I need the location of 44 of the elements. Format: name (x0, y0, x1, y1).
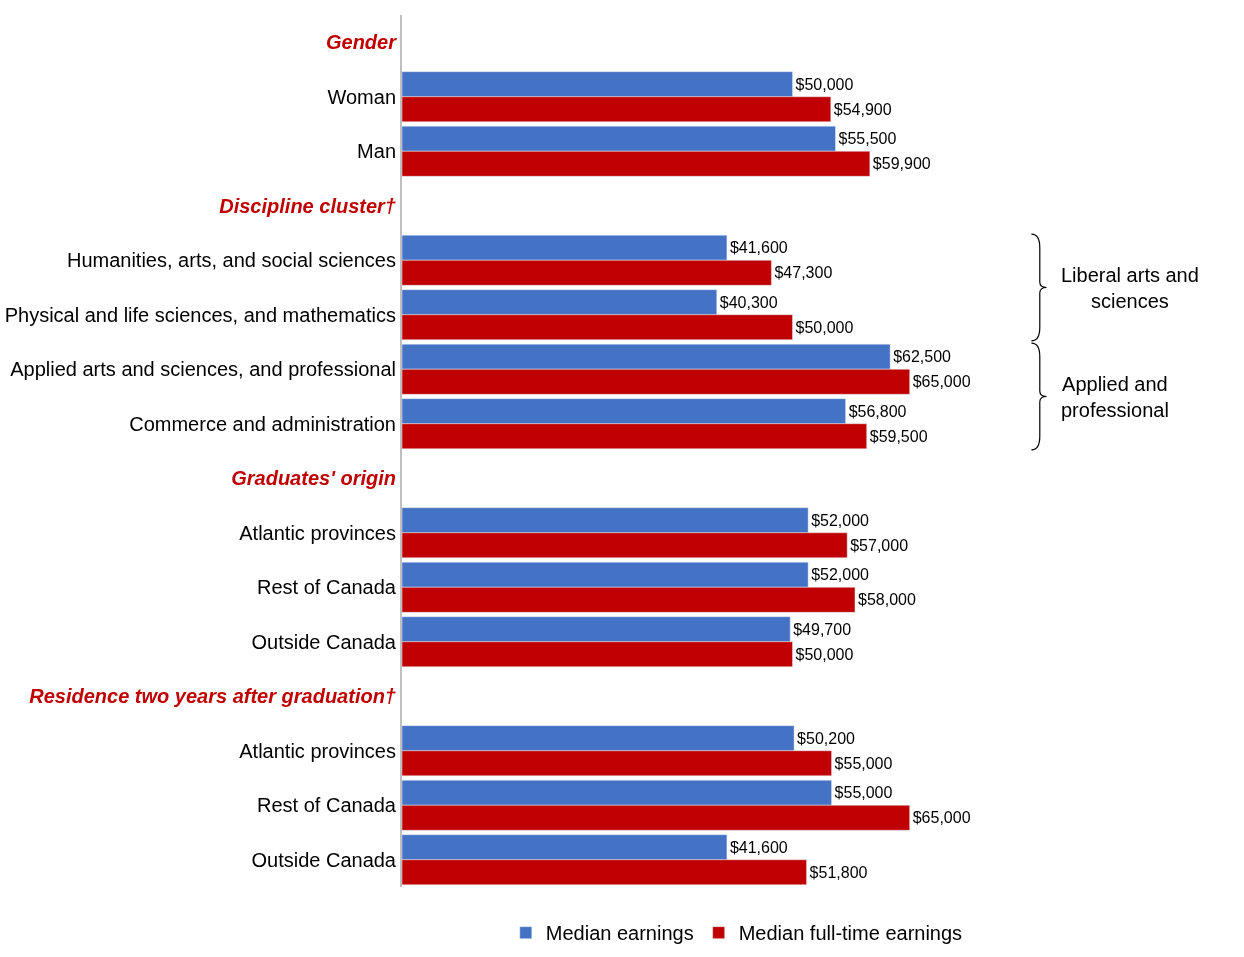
data-label: $47,300 (774, 264, 833, 282)
data-label: $52,000 (811, 566, 870, 584)
data-label: $51,800 (809, 863, 868, 881)
data-label: $62,500 (893, 348, 952, 366)
y-tick-label: Man (357, 140, 396, 163)
y-tick-label: Graduates' origin (231, 467, 396, 490)
y-tick-label: Gender (325, 31, 398, 54)
y-tick-label: Humanities, arts, and social sciences (66, 249, 396, 272)
data-label: $55,500 (838, 130, 897, 148)
y-tick-label: Residence two years after graduation† (29, 685, 396, 708)
data-label: $50,000 (795, 318, 854, 336)
data-label: $50,000 (795, 645, 854, 663)
data-label: $41,600 (729, 239, 788, 257)
data-label: $52,000 (811, 511, 870, 529)
text: Applied and professional (1061, 373, 1169, 421)
data-label: $50,200 (797, 729, 856, 747)
y-tick-label: Outside Canada (251, 630, 397, 653)
data-label: $54,900 (833, 100, 892, 118)
y-tick-label: Physical and life sciences, and mathematics (4, 303, 396, 326)
data-label: $59,900 (872, 155, 931, 173)
y-tick-label: Commerce and administration (129, 412, 396, 435)
data-label: $40,300 (719, 293, 778, 311)
data-label: $55,000 (834, 784, 893, 802)
data-label: $59,500 (869, 427, 928, 445)
y-tick-label: Discipline cluster† (219, 194, 396, 217)
data-label: $49,700 (793, 620, 852, 638)
y-tick-label: Rest of Canada (257, 794, 397, 817)
data-label: $55,000 (834, 754, 893, 772)
text: Liberal arts and sciences (1061, 264, 1199, 312)
y-tick-label: Applied arts and sciences, and professional (10, 358, 396, 381)
data-label: $58,000 (858, 591, 916, 609)
y-tick-label: Rest of Canada (257, 576, 397, 599)
data-label: $41,600 (729, 838, 788, 856)
data-label: $56,800 (848, 402, 907, 420)
y-tick-label: Woman (327, 85, 396, 108)
y-tick-label: Outside Canada (251, 848, 397, 871)
data-label: $65,000 (912, 373, 971, 391)
data-label: $65,000 (912, 809, 971, 827)
data-label: $50,000 (795, 75, 854, 93)
y-tick-label: Atlantic provinces (239, 739, 396, 762)
data-label: $57,000 (850, 536, 909, 554)
y-tick-label: Atlantic provinces (239, 521, 396, 544)
legend-label: Median full-time earnings (738, 922, 963, 945)
legend-label: Median earnings (545, 922, 694, 945)
